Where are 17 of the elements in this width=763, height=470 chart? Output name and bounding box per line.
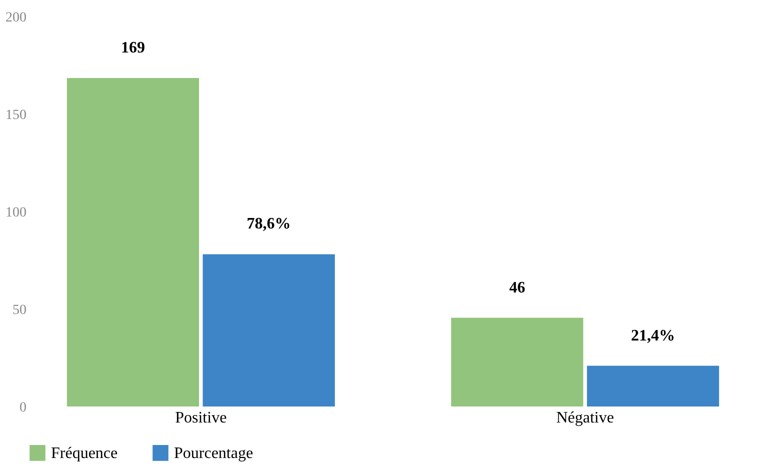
y-tick-label: 150 [6, 108, 26, 123]
data-label: 46 [509, 279, 526, 296]
data-label: 169 [120, 39, 145, 56]
y-tick-label: 0 [20, 400, 26, 416]
x-tick-label: Négative [556, 410, 614, 426]
bar [586, 364, 720, 408]
y-tick-label: 100 [6, 206, 26, 220]
x-tick-label: Positive [175, 410, 227, 426]
bar [66, 76, 200, 408]
legend-label: Fréquence [51, 444, 118, 462]
data-label: 21,4% [631, 327, 676, 344]
legend-label: Pourcentage [174, 444, 254, 462]
bar [450, 316, 584, 408]
data-label: 78,6% [246, 216, 291, 233]
bar [202, 253, 336, 408]
y-tick-label: 200 [6, 10, 26, 26]
y-tick-label: 50 [12, 303, 26, 318]
